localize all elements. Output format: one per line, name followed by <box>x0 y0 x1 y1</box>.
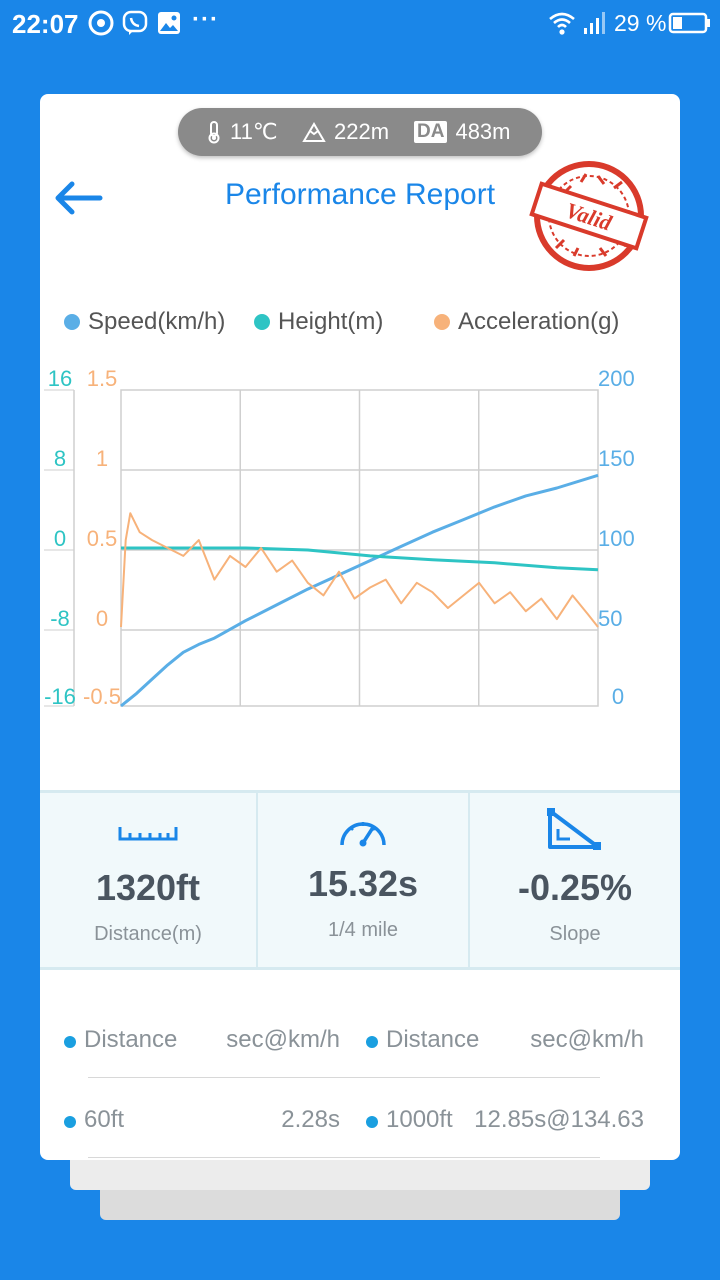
split-header-time-2: sec@km/h <box>530 1026 644 1053</box>
stat-quarter-mile: 15.32s 1/4 mile <box>258 793 468 967</box>
height-series-line <box>121 546 599 572</box>
accel-tick-label: 0 <box>96 606 108 631</box>
split-header-distance-2: Distance <box>386 1026 480 1053</box>
da-badge: DA <box>414 121 448 143</box>
legend-speed-label: Speed(km/h) <box>88 308 226 335</box>
battery-icon <box>668 12 710 34</box>
acceleration-series-line <box>120 512 599 628</box>
stat-slope-label: Slope <box>549 923 601 945</box>
accel-tick-label: 1.5 <box>87 366 118 391</box>
page-title: Performance Report <box>224 178 496 211</box>
split-distance-2: 1000ft <box>386 1106 453 1133</box>
accel-tick-label: 0.5 <box>87 526 118 551</box>
speed-tick-label: 150 <box>598 446 635 471</box>
legend-speed[interactable]: Speed(km/h) <box>64 308 225 336</box>
speed-tick-label: 0 <box>612 684 624 709</box>
status-bar: 22:07 ··· 29 % <box>0 0 720 48</box>
environment-info-pill: 11℃ 222m DA 483m <box>178 108 542 156</box>
split-header-row: Distance sec@km/h Distance sec@km/h <box>40 1020 680 1060</box>
legend-accel-label: Acceleration(g) <box>458 308 620 335</box>
density-altitude-value: 483m <box>455 119 511 144</box>
height-legend-dot <box>254 314 270 330</box>
height-tick-label: -16 <box>44 684 76 709</box>
accel-legend-dot <box>434 314 450 330</box>
speed-tick-label: 200 <box>598 366 635 391</box>
wifi-icon <box>549 12 575 35</box>
signal-icon <box>584 12 605 34</box>
legend-height[interactable]: Height(m) <box>254 308 383 336</box>
temperature-info: 11℃ <box>206 119 278 145</box>
valid-stamp-icon: Valid <box>529 161 649 271</box>
stat-time-label: 1/4 mile <box>327 919 399 941</box>
split-distance: 60ft <box>84 1106 125 1133</box>
performance-report-card: 11℃ 222m DA 483m Performance Report Vali… <box>40 94 680 1160</box>
height-tick-label: 0 <box>54 526 66 551</box>
stats-panel: 1320ft Distance(m) 15.32s 1/4 mile -0.25… <box>40 790 680 970</box>
stat-divider <box>256 793 258 967</box>
ruler-icon <box>118 827 178 841</box>
speed-tick-label: 100 <box>598 526 635 551</box>
height-tick-label: 8 <box>54 446 66 471</box>
speedometer-icon <box>340 822 386 847</box>
accel-tick-label: -0.5 <box>83 684 121 709</box>
stat-distance-label: Distance(m) <box>94 923 202 945</box>
bullet-dot <box>366 1036 378 1048</box>
slope-icon <box>547 808 601 850</box>
bullet-dot <box>366 1116 378 1128</box>
back-arrow-icon[interactable] <box>50 174 110 222</box>
stat-distance: 1320ft Distance(m) <box>40 793 256 967</box>
split-time-2: 12.85s@134.63 <box>474 1106 644 1133</box>
performance-chart: 16 8 0 -8 -16 1.5 1 0.5 0 -0.5 200 150 100 50 0 <box>44 366 635 709</box>
bullet-dot <box>64 1036 76 1048</box>
stat-slope-value: -0.25% <box>517 867 633 908</box>
viber-icon <box>122 10 148 35</box>
speed-series-line <box>120 473 599 708</box>
status-time: 22:07 <box>12 9 79 39</box>
stat-divider <box>468 793 470 967</box>
height-tick-label: 16 <box>48 366 72 391</box>
height-tick-label: -8 <box>50 606 70 631</box>
mountain-icon <box>302 122 326 142</box>
temperature-value: 11℃ <box>230 119 278 144</box>
split-divider <box>88 1077 600 1078</box>
density-altitude-info: DA 483m <box>414 119 511 145</box>
legend-acceleration[interactable]: Acceleration(g) <box>434 308 619 336</box>
split-divider <box>88 1157 600 1158</box>
split-time: 2.28s <box>281 1106 340 1133</box>
more-dots-icon: ··· <box>192 6 219 33</box>
stat-distance-value: 1320ft <box>95 867 201 908</box>
speed-legend-dot <box>64 314 80 330</box>
altitude-info: 222m <box>302 119 389 145</box>
stat-time-value: 15.32s <box>307 863 419 904</box>
thermometer-icon <box>208 121 220 144</box>
chrome-icon <box>88 10 114 36</box>
legend-height-label: Height(m) <box>278 308 384 335</box>
stat-slope: -0.25% Slope <box>470 793 680 967</box>
split-row: 60ft 2.28s 1000ft 12.85s@134.63 <box>40 1100 680 1140</box>
accel-tick-label: 1 <box>96 446 108 471</box>
split-header-time: sec@km/h <box>226 1026 340 1053</box>
battery-percent: 29 % <box>614 10 667 36</box>
split-header-distance: Distance <box>84 1026 178 1053</box>
gallery-icon <box>158 12 180 34</box>
bullet-dot <box>64 1116 76 1128</box>
altitude-value: 222m <box>334 119 390 144</box>
speed-tick-label: 50 <box>598 606 622 631</box>
